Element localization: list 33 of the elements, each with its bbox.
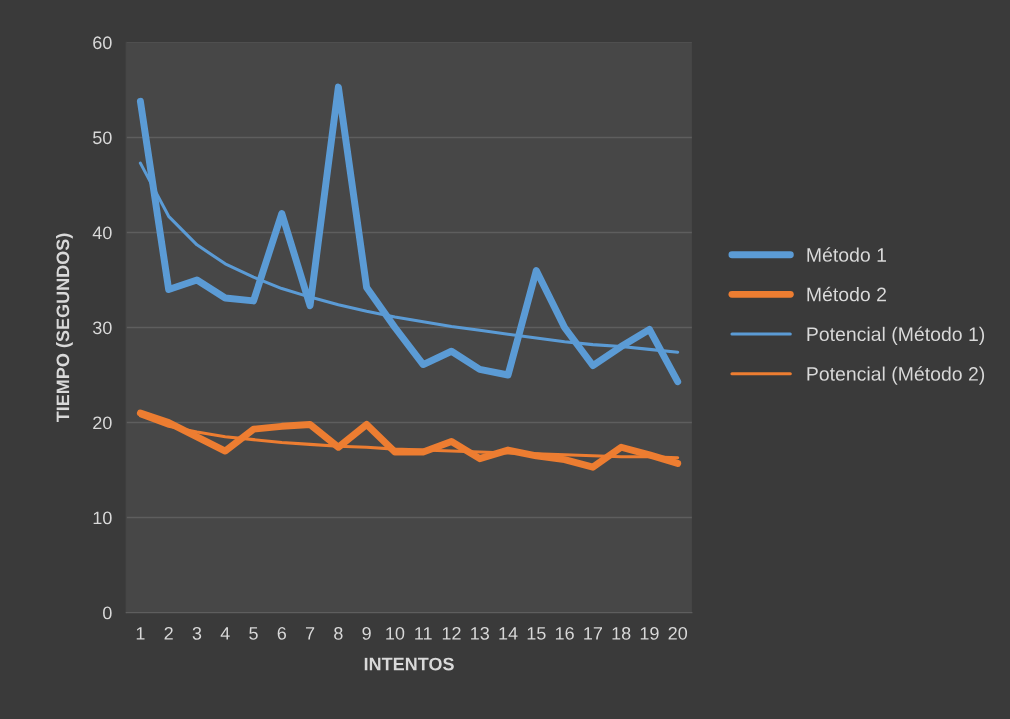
x-tick-label: 11 — [415, 627, 432, 640]
y-tick-label: 50 — [93, 131, 112, 145]
y-tick-label: 30 — [92, 321, 112, 335]
x-tick-label: 17 — [584, 627, 603, 640]
x-tick-label: 18 — [612, 626, 631, 640]
x-tick-label: 3 — [192, 626, 202, 640]
legend-label: Método 2 — [807, 286, 886, 302]
x-axis-title: INTENTOS — [364, 657, 454, 671]
x-tick-label: 5 — [249, 627, 258, 640]
legend-label: Método 1 — [807, 247, 886, 262]
x-tick-label: 1 — [136, 627, 145, 640]
legend-label: Potencial (Método 1) — [807, 326, 985, 345]
x-tick-label: 2 — [164, 626, 173, 640]
x-tick-label: 16 — [555, 626, 574, 640]
y-tick-label: 60 — [93, 36, 112, 50]
x-tick-label: 4 — [220, 627, 230, 640]
x-tick-label: 10 — [386, 626, 405, 640]
y-tick-label: 0 — [103, 606, 112, 620]
y-tick-label: 40 — [92, 226, 112, 240]
x-tick-label: 9 — [362, 626, 371, 640]
legend-label: Potencial (Método 2) — [807, 366, 985, 385]
y-tick-label: 20 — [93, 416, 112, 430]
x-tick-label: 13 — [471, 626, 489, 640]
x-tick-label: 8 — [334, 626, 343, 640]
x-tick-label: 19 — [640, 626, 659, 640]
y-tick-label: 10 — [93, 511, 112, 525]
x-tick-label: 20 — [668, 626, 688, 640]
x-tick-label: 6 — [277, 626, 287, 640]
x-tick-label: 7 — [305, 627, 315, 640]
x-tick-label: 12 — [442, 626, 461, 640]
x-tick-label: 15 — [527, 627, 546, 640]
y-axis-title: TIEMPO (SEGUNDOS) — [56, 233, 73, 423]
x-tick-label: 14 — [499, 627, 518, 640]
